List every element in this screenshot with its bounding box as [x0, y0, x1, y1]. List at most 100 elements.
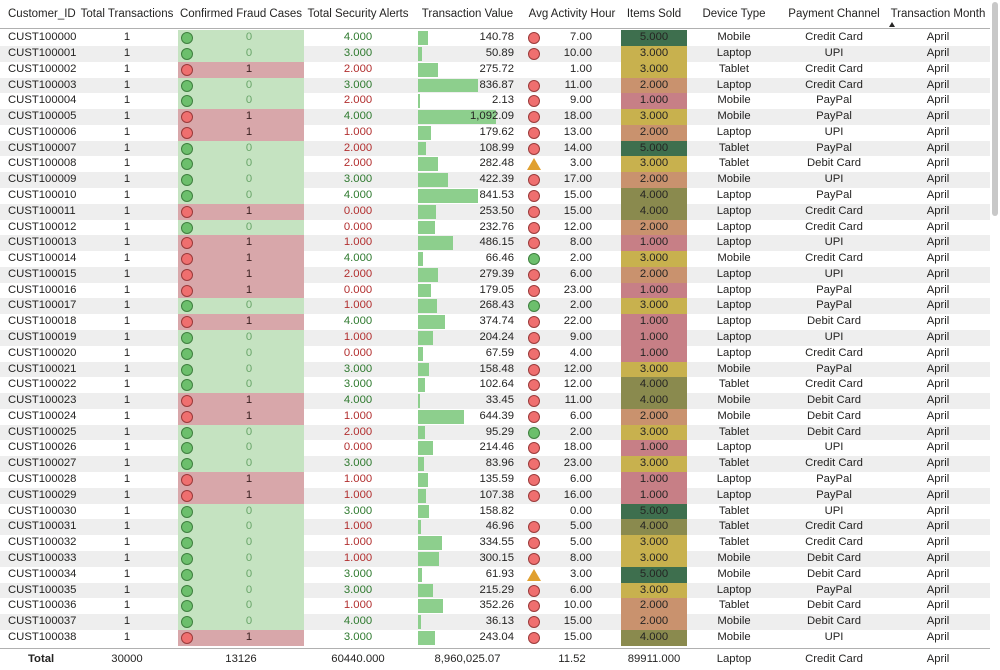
transaction-value: 422.39 [479, 173, 514, 186]
table-row[interactable]: CUST100022 1 0 3.000 102.64 12.00 4.000 Tablet C… [0, 377, 990, 394]
scrollbar-track[interactable] [990, 0, 1000, 669]
red-circle-icon [528, 537, 540, 550]
table-row[interactable]: CUST100005 1 1 4.000 1,092.09 18.00 3.000 Mobil… [0, 109, 990, 125]
header-avg-activity-hour[interactable]: Avg Activity Hour [528, 8, 616, 20]
sort-up-icon[interactable] [889, 22, 895, 27]
table-row[interactable]: CUST100008 1 0 2.000 282.48 3.00 3.000 Tablet De… [0, 156, 990, 173]
table-row[interactable]: CUST100019 1 0 1.000 204.24 9.00 1.000 Laptop UP… [0, 330, 990, 346]
table-row[interactable]: CUST100016 1 1 0.000 179.05 23.00 1.000 Laptop P… [0, 282, 990, 299]
total-security-alerts: 1.000 [343, 236, 373, 249]
transaction-value-bar [418, 504, 430, 519]
payment-channel: UPI [824, 267, 844, 280]
customer-id: CUST100027 [8, 457, 77, 470]
table-row[interactable]: CUST100033 1 0 1.000 300.15 8.00 3.000 Mobile De… [0, 550, 990, 567]
total-transactions: 1 [123, 346, 131, 359]
table-row[interactable]: CUST100004 1 0 2.000 2.13 9.00 1.000 Mobile PayP… [0, 93, 990, 110]
fraud-cell-background [178, 30, 304, 46]
table-row[interactable]: CUST100017 1 0 1.000 268.43 2.00 3.000 Laptop Pa… [0, 298, 990, 315]
table-row[interactable]: CUST100011 1 1 0.000 253.50 15.00 4.000 Laptop C… [0, 203, 990, 220]
table-row[interactable]: CUST100013 1 1 1.000 486.15 8.00 1.000 Laptop UP… [0, 235, 990, 252]
table-row[interactable]: CUST100037 1 0 4.000 36.13 15.00 2.000 Mobile De… [0, 614, 990, 630]
fraud-cell-background [178, 345, 304, 362]
table-row[interactable]: CUST100006 1 1 1.000 179.62 13.00 2.000 Laptop U… [0, 124, 990, 141]
table-row[interactable]: CUST100025 1 0 2.000 95.29 2.00 3.000 Tablet Deb… [0, 424, 990, 441]
table-row[interactable]: CUST100021 1 0 3.000 158.48 12.00 3.000 Mobile P… [0, 361, 990, 378]
table-row[interactable]: CUST100018 1 1 4.000 374.74 22.00 1.000 Laptop D… [0, 314, 990, 331]
red-circle-icon [528, 316, 540, 329]
avg-activity-hour: 23.00 [563, 283, 592, 296]
customer-id: CUST100019 [8, 331, 77, 344]
total-security-alerts: 2.000 [343, 267, 373, 280]
header-payment-channel[interactable]: Payment Channel [788, 8, 880, 20]
header-transaction-month[interactable]: Transaction Month [890, 8, 986, 20]
red-circle-icon [181, 205, 193, 218]
header-total-transactions[interactable]: Total Transactions [80, 8, 174, 20]
header-total-security-alerts[interactable]: Total Security Alerts [307, 8, 409, 20]
fraud-cell-background [178, 266, 304, 283]
table-row[interactable]: CUST100002 1 1 2.000 275.72 1.00 3.000 Tablet Cr… [0, 61, 990, 78]
header-customer-id[interactable]: Customer_ID [8, 8, 76, 20]
customer-id: CUST100037 [8, 615, 77, 628]
payment-channel: UPI [824, 46, 844, 59]
items-sold: 1.000 [639, 283, 669, 296]
table-row[interactable]: CUST100034 1 0 3.000 61.93 3.00 5.000 Mobile Deb… [0, 566, 990, 583]
table-row[interactable]: CUST100030 1 0 3.000 158.82 0.00 5.000 Tablet UP… [0, 503, 990, 520]
table-row[interactable]: CUST100038 1 1 3.000 243.04 15.00 4.000 Mobile U… [0, 629, 990, 646]
avg-activity-hour: 9.00 [570, 94, 592, 107]
total-transactions: 1 [123, 504, 131, 517]
items-sold-cell-background [621, 408, 687, 425]
transaction-value: 279.39 [479, 267, 514, 280]
total-transaction-month: April [926, 653, 950, 665]
table-row[interactable]: CUST100035 1 0 3.000 215.29 6.00 3.000 Laptop Pa… [0, 582, 990, 599]
header-items-sold[interactable]: Items Sold [626, 8, 682, 20]
table-row[interactable]: CUST100007 1 0 2.000 108.99 14.00 5.000 Tablet P… [0, 140, 990, 157]
avg-activity-hour: 14.00 [563, 141, 592, 154]
table-row[interactable]: CUST100015 1 1 2.000 279.39 6.00 2.000 Laptop UP… [0, 266, 990, 283]
total-transactions: 1 [123, 78, 131, 91]
header-confirmed-fraud-cases[interactable]: Confirmed Fraud Cases [179, 8, 303, 20]
scrollbar-thumb[interactable] [992, 2, 998, 216]
table-row[interactable]: CUST100014 1 1 4.000 66.46 2.00 3.000 Mobile Cre… [0, 251, 990, 267]
transaction-value-bar [418, 110, 496, 124]
customer-id: CUST100010 [8, 189, 77, 201]
table-row[interactable]: CUST100023 1 1 4.000 33.45 11.00 4.000 Mobile De… [0, 393, 990, 409]
avg-activity-hour: 6.00 [570, 267, 592, 280]
payment-channel: Debit Card [807, 551, 861, 564]
avg-activity-hour: 18.00 [563, 441, 592, 454]
customer-id: CUST100036 [8, 599, 77, 612]
table-row[interactable]: CUST100012 1 0 0.000 232.76 12.00 2.000 Laptop C… [0, 219, 990, 236]
total-transactions-value: 30000 [111, 653, 143, 665]
table-row[interactable]: CUST100036 1 0 1.000 352.26 10.00 2.000 Tablet D… [0, 598, 990, 615]
transaction-value: 61.93 [485, 567, 514, 580]
transaction-month: April [926, 331, 950, 344]
transaction-value: 135.59 [479, 473, 514, 486]
payment-channel: UPI [824, 630, 844, 643]
total-device-type: Laptop [716, 653, 752, 665]
table-row[interactable]: CUST100026 1 0 0.000 214.46 18.00 1.000 Laptop U… [0, 440, 990, 457]
table-row[interactable]: CUST100024 1 1 1.000 644.39 6.00 2.000 Mobile De… [0, 408, 990, 425]
total-security-alerts: 1.000 [343, 409, 373, 422]
fraud-cell-background [178, 93, 304, 110]
transaction-value-bar [418, 299, 438, 314]
items-sold-cell-background [621, 440, 687, 457]
table-row[interactable]: CUST100000 1 0 4.000 140.78 7.00 5.000 Mobile Cr… [0, 30, 990, 46]
table-row[interactable]: CUST100032 1 0 1.000 334.55 5.00 3.000 Tablet Cr… [0, 535, 990, 551]
table-row[interactable]: CUST100003 1 0 3.000 836.87 11.00 2.000 Laptop C… [0, 77, 990, 94]
transaction-month: April [926, 157, 950, 170]
header-device-type[interactable]: Device Type [702, 8, 766, 20]
table-row[interactable]: CUST100009 1 0 3.000 422.39 17.00 2.000 Mobile U… [0, 172, 990, 189]
table-row[interactable]: CUST100028 1 1 1.000 135.59 6.00 1.000 Laptop Pa… [0, 472, 990, 488]
avg-activity-hour: 5.00 [570, 536, 592, 549]
table-row[interactable]: CUST100027 1 0 3.000 83.96 23.00 3.000 Tablet Cr… [0, 456, 990, 473]
table-row[interactable]: CUST100010 1 0 4.000 841.53 15.00 4.000 Laptop P… [0, 188, 990, 204]
table-row[interactable]: CUST100001 1 0 3.000 50.89 10.00 3.000 Laptop UP… [0, 45, 990, 62]
header-transaction-value[interactable]: Transaction Value [421, 8, 514, 20]
table-row[interactable]: CUST100020 1 0 0.000 67.59 4.00 1.000 Laptop Cre… [0, 345, 990, 362]
table-row[interactable]: CUST100029 1 1 1.000 107.38 16.00 1.000 Laptop P… [0, 487, 990, 504]
confirmed-fraud-cases: 1 [245, 267, 253, 280]
fraud-cell-background [178, 582, 304, 599]
fraud-cell-background [178, 487, 304, 504]
table-row[interactable]: CUST100031 1 0 1.000 46.96 5.00 4.000 Tablet Cre… [0, 519, 990, 536]
transaction-value: 50.89 [485, 46, 514, 59]
items-sold: 2.000 [639, 599, 669, 612]
